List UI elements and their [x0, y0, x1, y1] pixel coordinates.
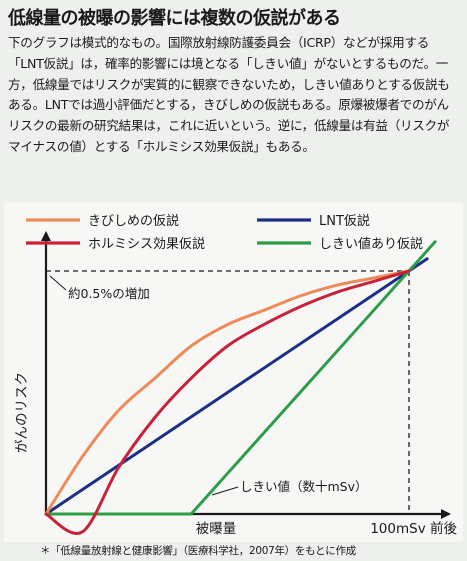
series-line-hormesis	[44, 269, 411, 535]
series-layer	[44, 240, 437, 535]
threshold-annotation-leader	[211, 486, 239, 496]
series-line-lnt	[44, 257, 429, 516]
x-axis-end-label: 100mSv 前後	[370, 520, 457, 537]
chart-footnote: ＊「低線量放射線と健康影響」（医療科学社，2007年）をもとに作成	[40, 545, 356, 557]
y-axis-label: がんのリスク	[14, 372, 30, 453]
body-text: 下のグラフは模式的なもの。国際放射線防護委員会（ICRP）などが採用する「LNT…	[8, 35, 450, 154]
x-axis-label: 被曝量	[196, 521, 237, 537]
chart-panel: がんのリスク被曝量 100mSv 前後 きびしめの仮説 LNT仮説ホルミシス効果仮説…	[4, 203, 463, 542]
level-annotation-label: 約0.5%の増加	[68, 286, 150, 301]
legend-label-threshold: しきい値あり仮説	[319, 236, 423, 252]
threshold-annotation-label: しきい値（数十mSv）	[240, 479, 368, 494]
level-annotation-leader	[49, 275, 67, 291]
headline: 低線量の被曝の影響には複数の仮説がある	[8, 8, 341, 29]
legend-label-strict: きびしめの仮説	[88, 213, 179, 229]
series-line-strict	[44, 269, 411, 516]
legend-label-hormesis: ホルミシス効果仮説	[88, 236, 205, 252]
legend-label-lnt: LNT仮説	[319, 213, 370, 229]
